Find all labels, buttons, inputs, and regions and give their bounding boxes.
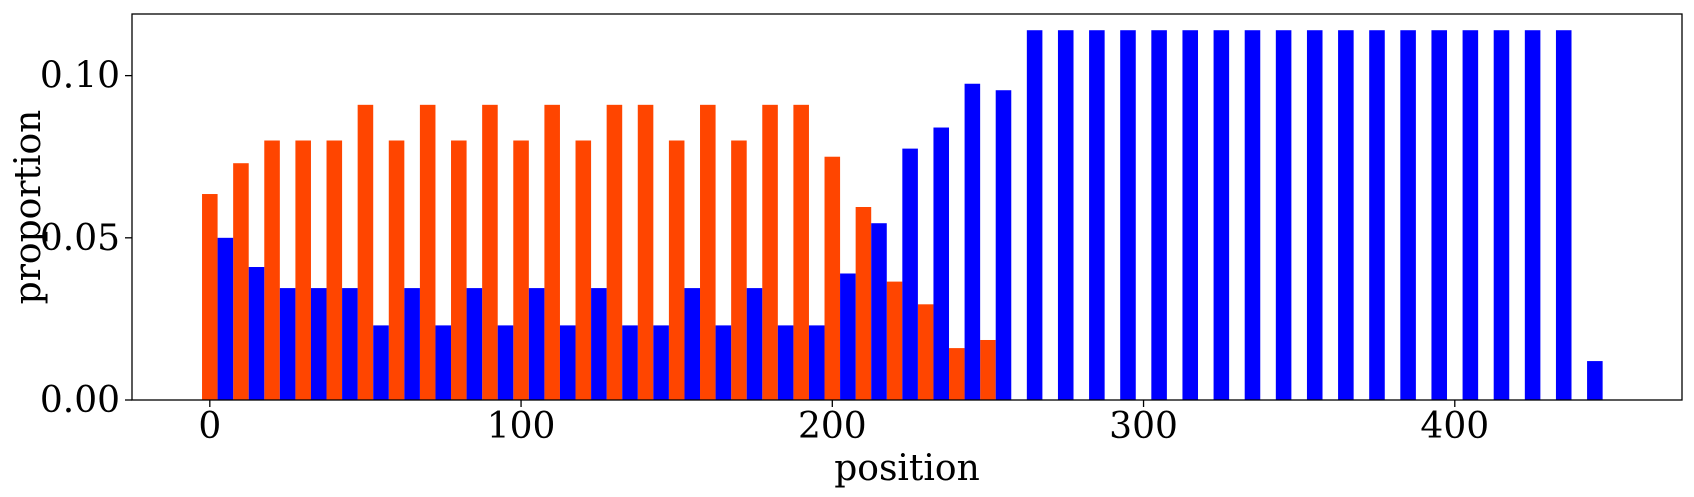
bar-series-1-12 — [575, 140, 592, 400]
bar-series-2-41 — [1493, 30, 1510, 401]
bar-series-2-38 — [1400, 30, 1416, 401]
bar-series-1-17 — [731, 140, 747, 400]
bar-series-2-37 — [1369, 30, 1385, 401]
bar-series-2-0 — [217, 237, 234, 400]
bar-series-2-4 — [342, 288, 358, 400]
bar-series-2-26 — [1026, 30, 1043, 401]
x-tick-label: 0 — [198, 406, 221, 447]
bar-series-2-21 — [871, 223, 887, 400]
y-tick-label: 0.05 — [40, 218, 120, 259]
bar-series-2-28 — [1089, 30, 1105, 401]
bar-series-1-16 — [700, 104, 716, 400]
bar-series-2-25 — [995, 90, 1012, 400]
y-tick-label: 0.10 — [40, 56, 120, 97]
bar-series-1-8 — [451, 140, 467, 400]
bar-series-2-8 — [466, 288, 483, 400]
x-tick-label: 100 — [487, 406, 556, 447]
plot-frame — [131, 13, 1683, 401]
y-axis-label: proportion — [8, 110, 49, 305]
bar-series-2-23 — [933, 127, 950, 400]
bar-series-2-22 — [902, 148, 918, 400]
bar-series-1-20 — [824, 156, 841, 400]
bar-series-2-35 — [1306, 30, 1323, 401]
bar-series-2-42 — [1524, 30, 1541, 401]
bar-series-2-12 — [591, 288, 607, 400]
bar-series-1-18 — [762, 104, 778, 400]
x-axis-ticks: 0 100 200 300 400 — [198, 400, 1489, 447]
bar-series-1-11 — [544, 104, 560, 400]
bar-series-1-21 — [855, 207, 872, 400]
bar-series-2-7 — [435, 325, 452, 400]
bar-series-2-6 — [404, 288, 420, 400]
bar-series-2-36 — [1338, 30, 1354, 401]
bar-series-2-43 — [1555, 30, 1572, 401]
x-axis-label: position — [834, 448, 980, 489]
bar-series-2-18 — [777, 325, 794, 400]
bar-series-1-14 — [637, 104, 654, 400]
bar-series-1-22 — [886, 281, 903, 400]
bar-series-2-30 — [1151, 30, 1167, 401]
bar-series-2-24 — [964, 83, 981, 400]
bar-series-1-15 — [668, 140, 685, 400]
bar-series-2-3 — [310, 288, 327, 400]
bar-series-2-19 — [808, 325, 825, 400]
bar-series-1-5 — [357, 104, 374, 400]
bar-series-2-44 — [1587, 361, 1603, 400]
bar-series-1-25 — [980, 339, 996, 400]
bar-series-2-16 — [715, 325, 732, 400]
bars-group — [202, 30, 1603, 401]
x-tick-label: 400 — [1420, 406, 1489, 447]
bar-series-2-17 — [746, 288, 763, 400]
bar-series-2-13 — [622, 325, 638, 400]
bar-series-2-10 — [528, 288, 545, 400]
x-tick-label: 300 — [1109, 406, 1178, 447]
bar-series-1-2 — [264, 140, 280, 400]
bar-series-2-34 — [1275, 30, 1292, 401]
bar-series-1-1 — [233, 163, 249, 400]
bar-series-2-29 — [1120, 30, 1136, 401]
y-tick-label: 0.00 — [40, 380, 120, 421]
bar-series-2-11 — [559, 325, 576, 400]
bar-series-1-13 — [606, 104, 623, 400]
bar-series-2-39 — [1431, 30, 1448, 401]
bar-series-1-4 — [326, 140, 343, 400]
bar-series-2-1 — [248, 267, 265, 400]
bar-series-2-32 — [1213, 30, 1230, 401]
bar-series-2-14 — [653, 325, 669, 400]
bar-series-2-15 — [684, 288, 701, 400]
bar-series-1-0 — [202, 194, 218, 400]
bar-series-1-19 — [793, 104, 809, 400]
bar-series-2-33 — [1244, 30, 1261, 401]
bar-series-2-20 — [840, 273, 856, 400]
bar-series-2-5 — [373, 325, 389, 400]
bar-series-2-40 — [1462, 30, 1479, 401]
x-tick-label: 200 — [798, 406, 867, 447]
bar-series-1-3 — [295, 140, 311, 400]
bar-series-2-27 — [1057, 30, 1074, 401]
y-axis-ticks: 0.00 0.05 0.10 — [40, 56, 132, 421]
bar-series-1-7 — [419, 104, 436, 400]
bar-series-1-9 — [482, 104, 498, 400]
bar-series-1-24 — [949, 348, 965, 400]
bar-series-2-31 — [1182, 30, 1199, 401]
bar-series-1-23 — [917, 304, 934, 400]
bar-series-2-2 — [279, 288, 296, 400]
bar-series-1-10 — [513, 140, 529, 400]
bar-series-1-6 — [388, 140, 405, 400]
bar-series-2-9 — [497, 325, 514, 400]
